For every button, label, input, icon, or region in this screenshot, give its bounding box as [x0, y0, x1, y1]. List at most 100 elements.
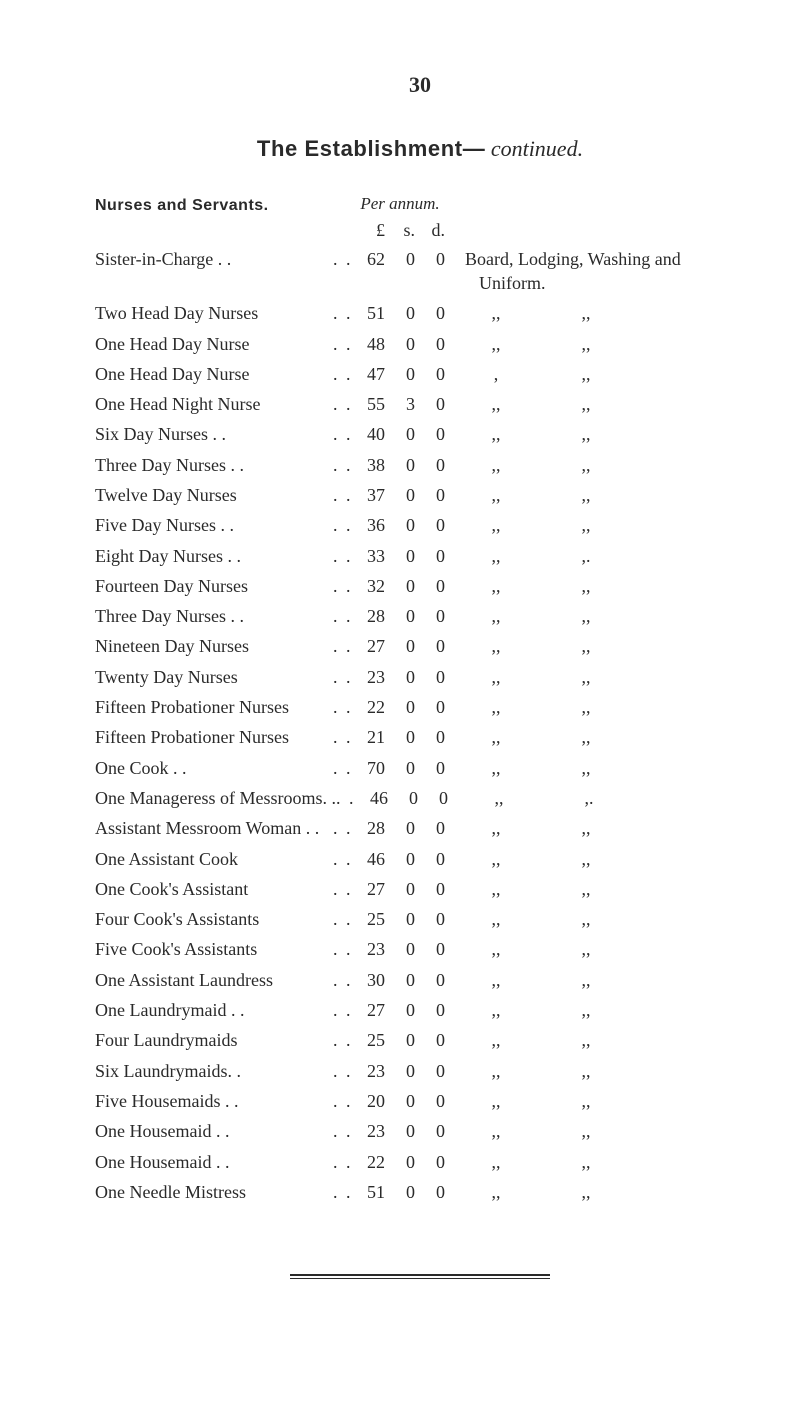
ditto-mark: ,,	[541, 937, 631, 961]
amount-shillings: 0	[391, 665, 421, 689]
table-row: One Head Night Nurse. .5530,,,,	[95, 392, 745, 416]
leader-dots: . .	[333, 247, 355, 271]
amount-pence: 0	[421, 604, 451, 628]
amount-pence: 0	[421, 1059, 451, 1083]
amount-pounds: 70	[355, 756, 391, 780]
amount-pounds: 28	[355, 604, 391, 628]
amount-pence: 0	[421, 665, 451, 689]
amount-pounds: 55	[355, 392, 391, 416]
page-title: The Establishment— continued.	[95, 134, 745, 164]
header-pence: d.	[421, 218, 451, 242]
ditto-mark: ,,	[541, 998, 631, 1022]
row-label: Fifteen Probationer Nurses	[95, 725, 333, 749]
ditto-mark: ,,	[541, 453, 631, 477]
amount-shillings: 0	[391, 998, 421, 1022]
ditto-mark: ,,	[541, 968, 631, 992]
footer-rule	[95, 1274, 745, 1276]
amount-pounds: 51	[355, 301, 391, 325]
ditto-mark: ,.	[541, 544, 631, 568]
leader-dots: . .	[333, 604, 355, 628]
table-row: Fifteen Probationer Nurses. .2200,,,,	[95, 695, 745, 719]
row-label: One Manageress of Messrooms. .	[95, 786, 336, 810]
ditto-mark: ,,	[541, 665, 631, 689]
row-label: Twelve Day Nurses	[95, 483, 333, 507]
ditto-mark: ,,	[541, 332, 631, 356]
ditto-mark: ,,	[451, 453, 541, 477]
ditto-mark: ,,	[451, 998, 541, 1022]
ditto-mark: ,,	[541, 816, 631, 840]
ditto-mark: ,,	[541, 907, 631, 931]
row-label: Six Laundrymaids. .	[95, 1059, 333, 1083]
ditto-mark: ,,	[451, 513, 541, 537]
amount-pence: 0	[421, 1150, 451, 1174]
double-rule	[290, 1274, 550, 1276]
amount-pence: 0	[424, 786, 454, 810]
row-label: Five Cook's Assistants	[95, 937, 333, 961]
row-label: Assistant Messroom Woman . .	[95, 816, 333, 840]
amount-pence: 0	[421, 847, 451, 871]
amount-shillings: 0	[391, 247, 421, 271]
row-label: Four Laundrymaids	[95, 1028, 333, 1052]
amount-shillings: 0	[391, 513, 421, 537]
ditto-mark: ,,	[451, 968, 541, 992]
amount-pounds: 23	[355, 937, 391, 961]
row-label: Eight Day Nurses . .	[95, 544, 333, 568]
amount-pounds: 27	[355, 634, 391, 658]
leader-dots: . .	[333, 422, 355, 446]
amount-pence: 0	[421, 968, 451, 992]
amount-shillings: 0	[391, 301, 421, 325]
amount-pounds: 40	[355, 422, 391, 446]
currency-header-row: £ s. d.	[95, 218, 745, 242]
amount-pence: 0	[421, 756, 451, 780]
row-label: Fourteen Day Nurses	[95, 574, 333, 598]
amount-shillings: 3	[391, 392, 421, 416]
amount-shillings: 0	[391, 332, 421, 356]
amount-pence: 0	[421, 422, 451, 446]
amount-shillings: 0	[391, 453, 421, 477]
ditto-mark: ,,	[541, 362, 631, 386]
amount-pence: 0	[421, 634, 451, 658]
amount-pounds: 25	[355, 907, 391, 931]
amount-pence: 0	[421, 332, 451, 356]
table-row: Five Housemaids . .. .2000,,,,	[95, 1089, 745, 1113]
table-row: Four Laundrymaids. .2500,,,,	[95, 1028, 745, 1052]
amount-pence: 0	[421, 1089, 451, 1113]
ditto-mark: ,,	[451, 1119, 541, 1143]
amount-pence: 0	[421, 877, 451, 901]
ditto-mark: ,,	[451, 756, 541, 780]
leader-dots: . .	[333, 665, 355, 689]
row-label: One Head Night Nurse	[95, 392, 333, 416]
row-label: One Cook's Assistant	[95, 877, 333, 901]
amount-pounds: 46	[358, 786, 394, 810]
page-number: 30	[95, 70, 745, 100]
row-label: Fifteen Probationer Nurses	[95, 695, 333, 719]
amount-pence: 0	[421, 301, 451, 325]
ditto-mark: ,,	[541, 301, 631, 325]
leader-dots: . .	[333, 1089, 355, 1113]
row-label: Twenty Day Nurses	[95, 665, 333, 689]
leader-dots: . .	[333, 483, 355, 507]
leader-dots: . .	[333, 907, 355, 931]
amount-shillings: 0	[391, 634, 421, 658]
amount-pence: 0	[421, 247, 451, 271]
leader-dots: . .	[333, 362, 355, 386]
amount-pence: 0	[421, 574, 451, 598]
row-label: Three Day Nurses . .	[95, 453, 333, 477]
ditto-mark: ,,	[541, 695, 631, 719]
table-row: Fifteen Probationer Nurses. .2100,,,,	[95, 725, 745, 749]
amount-pence: 0	[421, 907, 451, 931]
header-pounds: £	[355, 218, 391, 242]
amount-pounds: 27	[355, 877, 391, 901]
row-label: Two Head Day Nurses	[95, 301, 333, 325]
benefits-note: Board, Lodging, Washing and Uniform.	[451, 247, 745, 296]
ditto-mark: ,,	[541, 574, 631, 598]
amount-shillings: 0	[391, 968, 421, 992]
leader-dots: . .	[333, 1150, 355, 1174]
table-row: One Cook . .. .7000,,,,	[95, 756, 745, 780]
leader-dots: . .	[333, 877, 355, 901]
leader-dots: . .	[333, 1059, 355, 1083]
amount-shillings: 0	[391, 604, 421, 628]
ditto-mark: ,,	[451, 816, 541, 840]
table-row: Three Day Nurses . .. .2800,,,,	[95, 604, 745, 628]
amount-pence: 0	[421, 725, 451, 749]
